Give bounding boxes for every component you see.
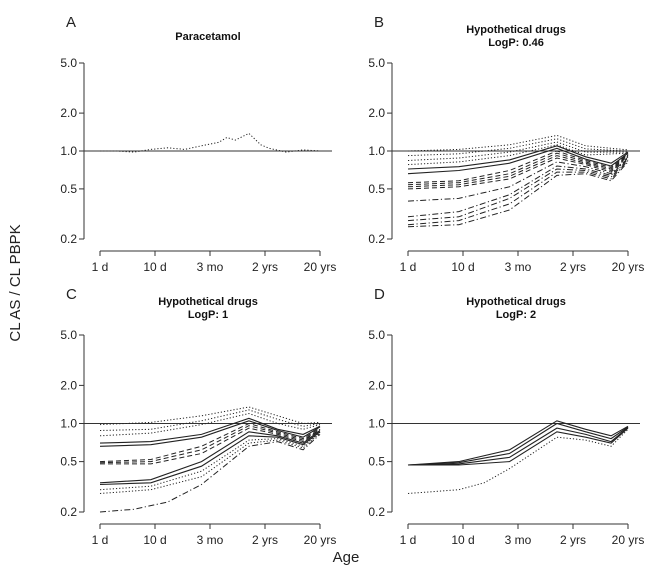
x-tick-label: 2 yrs [252,533,278,547]
series-line [407,145,629,170]
y-tick-label: 2.0 [60,106,77,120]
y-tick-label: 1.0 [368,417,385,431]
x-tick-label: 10 d [451,260,474,274]
series-line [407,144,629,166]
series-line [407,154,629,188]
y-tick-label: 0.2 [368,505,385,519]
y-tick-label: 0.2 [60,232,77,246]
y-tick-label: 5.0 [60,328,77,342]
series-line [99,430,321,484]
y-tick-label: 0.5 [368,182,385,196]
series-line [99,417,321,444]
series-line [407,156,629,202]
series-line [407,157,629,218]
panel-title: Hypothetical drugs [466,296,566,308]
panel-title: Paracetamol [175,31,240,43]
panel-subtitle: LogP: 2 [496,309,536,321]
y-tick-label: 0.5 [60,455,77,469]
y-tick-label: 5.0 [368,328,385,342]
series-line [407,141,628,161]
series-line [408,427,629,466]
series-line [99,431,321,486]
series-line [407,427,629,466]
panel-letter: B [374,14,384,31]
series-line [99,412,321,437]
x-tick-label: 3 mo [197,533,224,547]
y-tick-label: 0.2 [368,232,385,246]
y-tick-label: 1.0 [60,144,77,158]
series-line [407,155,629,190]
series-line [99,432,321,491]
series-line [407,422,629,466]
series-line [407,161,629,228]
y-tick-label: 2.0 [368,106,385,120]
x-tick-label: 3 mo [505,260,532,274]
y-tick-label: 2.0 [368,378,385,392]
series-line [99,409,321,431]
y-tick-label: 2.0 [60,378,77,392]
series-line [407,134,629,152]
series-line [99,422,321,463]
series-line [407,420,629,466]
panel-letter: D [374,286,385,303]
y-tick-label: 0.5 [60,182,77,196]
y-tick-label: 0.2 [60,505,77,519]
panel-subtitle: LogP: 1 [188,309,228,321]
x-tick-label: 2 yrs [560,533,586,547]
series-line [99,434,321,513]
y-axis-title: CL AS / CL PBPK [7,224,24,341]
series-line [407,160,629,226]
panel-letter: C [66,286,77,303]
series-line [99,406,321,426]
x-tick-label: 10 d [143,533,166,547]
panel-title: Hypothetical drugs [466,24,566,36]
series-line [100,132,321,153]
x-tick-label: 20 yrs [612,260,645,274]
x-tick-label: 3 mo [197,260,224,274]
x-tick-label: 1 d [400,260,417,274]
x-tick-label: 20 yrs [304,260,337,274]
series-line [407,138,629,157]
y-tick-label: 5.0 [368,56,385,70]
series-line [99,425,321,464]
series-line [407,150,629,184]
series-line [407,428,629,494]
y-tick-label: 1.0 [60,417,77,431]
panel-letter: A [66,14,76,31]
x-tick-label: 10 d [451,533,474,547]
panel-title: Hypothetical drugs [158,296,258,308]
x-tick-label: 10 d [143,260,166,274]
panels: A Paracetamol 0.2 0.5 1.0 2.0 5.0 1 d 10 d 3 mo 2 … [60,14,644,547]
x-axis-title: Age [333,549,360,566]
x-tick-label: 1 d [400,533,417,547]
x-tick-label: 2 yrs [560,260,586,274]
series-line [99,420,321,447]
panel-subtitle: LogP: 0.46 [488,37,544,49]
x-tick-label: 3 mo [505,533,532,547]
x-tick-label: 1 d [92,533,109,547]
x-tick-label: 20 yrs [304,533,337,547]
x-tick-label: 2 yrs [252,260,278,274]
x-tick-label: 20 yrs [612,533,645,547]
series-line [407,147,629,175]
series-line [407,158,629,222]
series-line [407,152,629,186]
y-tick-label: 5.0 [60,56,77,70]
y-tick-label: 0.5 [368,455,385,469]
series-line [100,427,321,465]
panel-A: A Paracetamol 0.2 0.5 1.0 2.0 5.0 1 d 10 d 3 mo 2 … [60,14,336,274]
x-tick-label: 1 d [92,260,109,274]
y-tick-label: 1.0 [368,144,385,158]
